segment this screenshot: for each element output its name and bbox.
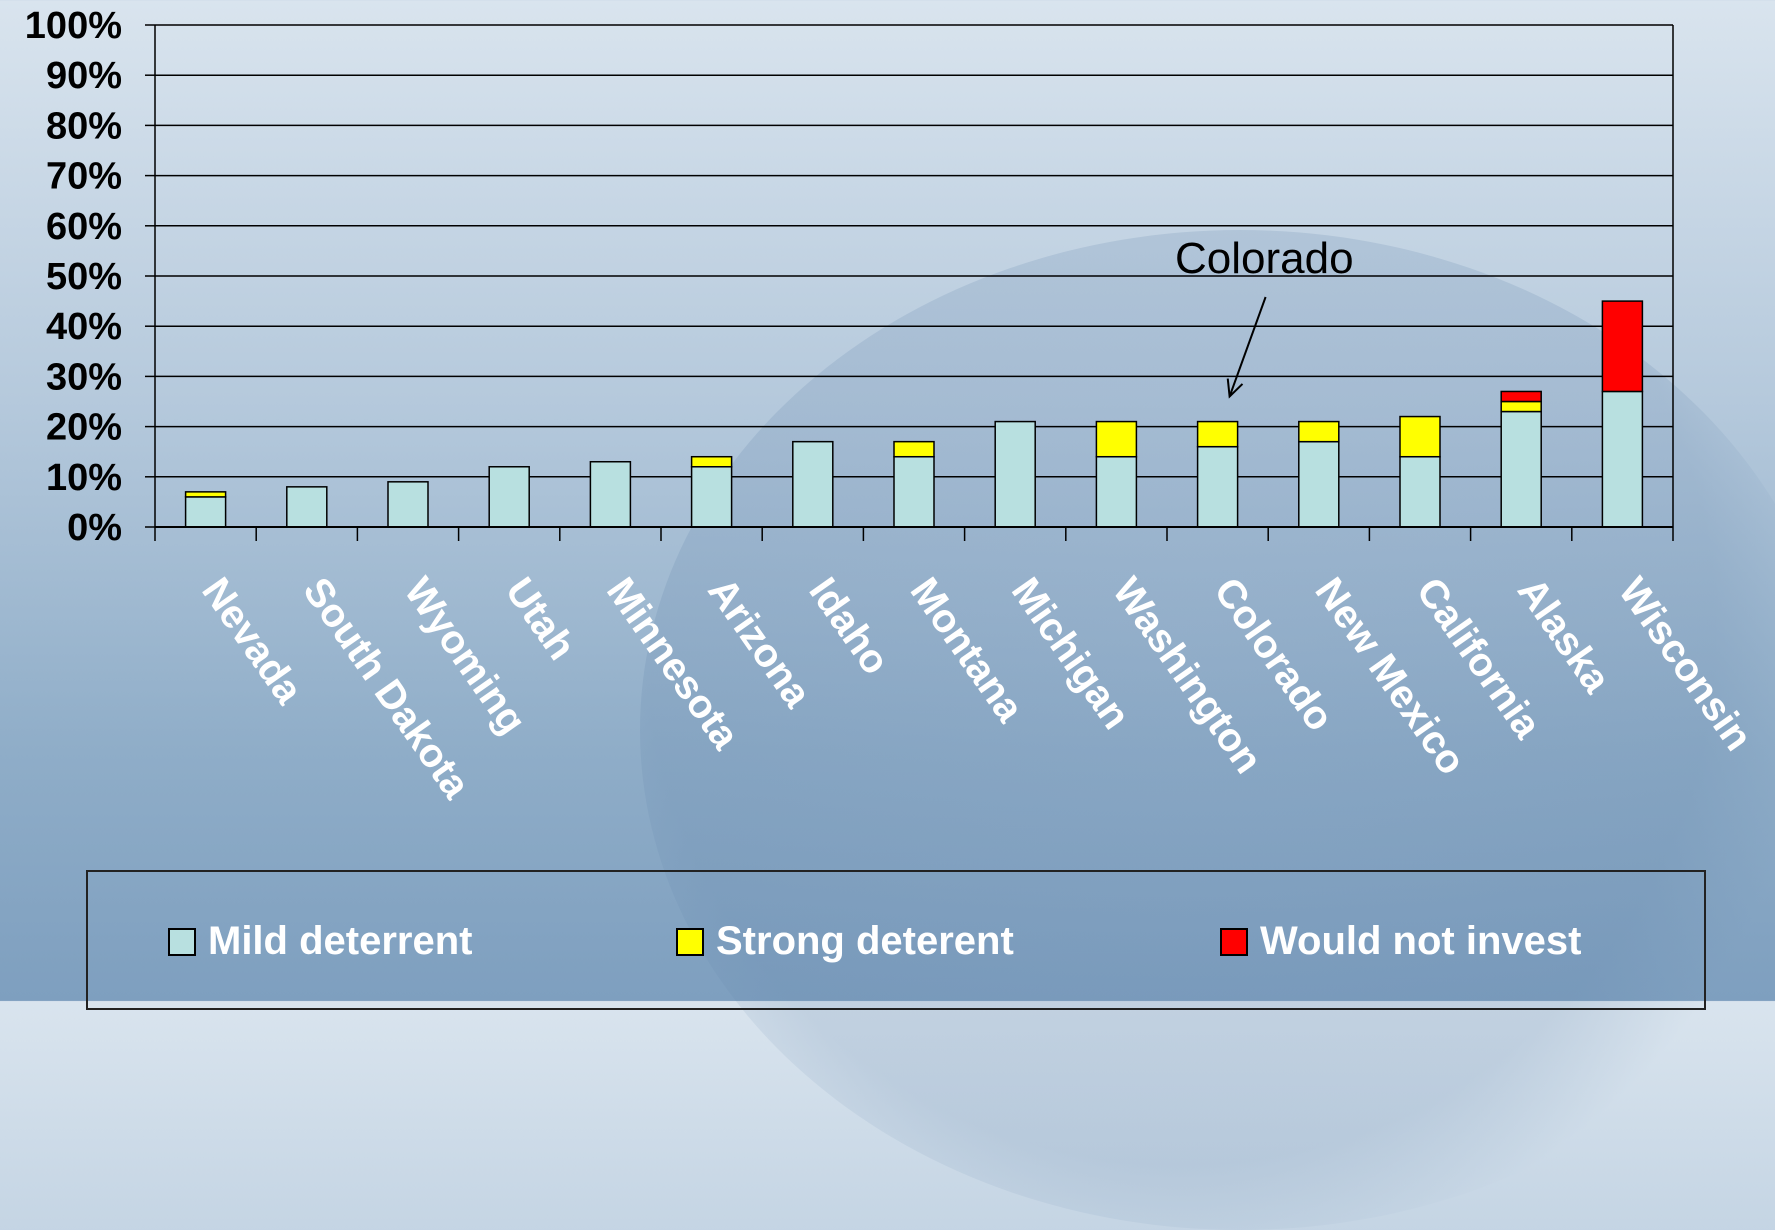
- bar-wisconsin-series-2: [1601, 300, 1644, 393]
- y-tick-label: 70%: [46, 156, 122, 198]
- bar-new-mexico-series-0: [1298, 440, 1340, 528]
- x-tick-label: Wisconsin: [1610, 570, 1761, 759]
- colorado-annotation: Colorado: [1175, 234, 1354, 399]
- x-axis: [154, 526, 1674, 541]
- bar-colorado-series-0: [1196, 445, 1239, 528]
- legend-label-strong: Strong deterent: [716, 919, 1014, 963]
- bar-california-series-0: [1399, 455, 1441, 528]
- y-tick-label: 80%: [46, 105, 122, 147]
- x-tick-label: Idaho: [800, 570, 897, 683]
- bar-alaska-series-2: [1500, 390, 1542, 403]
- legend-swatch-strong: [676, 927, 704, 956]
- bar-nevada-series-1: [184, 491, 227, 498]
- y-tick-label: 90%: [46, 55, 122, 97]
- x-tick-label: Nevada: [193, 570, 311, 712]
- x-tick-label: Alaska: [1509, 570, 1619, 702]
- legend-swatch-mild: [168, 927, 196, 956]
- bar-wyoming-series-0: [387, 481, 429, 528]
- annotation-label: Colorado: [1175, 234, 1354, 283]
- legend-item-strong: Strong deterent: [676, 919, 1014, 964]
- y-tick-label: 60%: [46, 206, 122, 248]
- bar-idaho-series-0: [792, 440, 834, 528]
- bar-arizona-series-1: [690, 455, 733, 468]
- bar-washington-series-1: [1095, 420, 1138, 458]
- bar-alaska-series-1: [1500, 400, 1542, 413]
- legend-item-mild: Mild deterrent: [168, 919, 472, 964]
- bar-colorado-series-1: [1196, 420, 1239, 448]
- legend-label-mild: Mild deterrent: [208, 919, 473, 963]
- annotation-arrow: [1228, 296, 1267, 397]
- bar-montana-series-1: [893, 440, 935, 458]
- y-tick-label: 50%: [46, 256, 122, 298]
- bar-wisconsin-series-0: [1601, 390, 1644, 528]
- annotation-arrowhead: [1226, 378, 1244, 399]
- y-tick-label: 30%: [46, 356, 122, 398]
- bar-michigan-series-0: [994, 420, 1036, 528]
- y-tick-label: 10%: [46, 457, 122, 499]
- bar-south-dakota-series-0: [286, 486, 328, 528]
- bar-california-series-1: [1399, 415, 1441, 458]
- bar-utah-series-0: [488, 466, 530, 528]
- x-tick-label: Utah: [497, 570, 584, 668]
- bar-new-mexico-series-1: [1298, 420, 1340, 443]
- y-tick-label: 40%: [46, 306, 122, 348]
- legend-swatch-would-not-invest: [1220, 927, 1248, 956]
- bar-nevada-series-0: [184, 496, 227, 528]
- legend-item-would-not-invest: Would not invest: [1220, 919, 1581, 964]
- bar-minnesota-series-0: [589, 460, 632, 528]
- y-axis-ticks: 0% 10% 20% 30% 40% 50% 60% 70% 80% 90% 100%: [25, 5, 122, 549]
- legend: Mild deterrent Strong deterent Would not…: [86, 870, 1706, 1010]
- bars: [184, 300, 1644, 528]
- y-tick-label: 20%: [46, 407, 122, 449]
- y-tick-label: 0%: [67, 507, 122, 549]
- bar-alaska-series-0: [1500, 410, 1542, 528]
- y-tick-label: 100%: [25, 5, 122, 47]
- bar-washington-series-0: [1095, 455, 1138, 528]
- stacked-bar-chart: 0% 10% 20% 30% 40% 50% 60% 70% 80% 90% 100% Nevada…: [24, 5, 1760, 807]
- bar-montana-series-0: [893, 455, 935, 528]
- legend-label-would-not-invest: Would not invest: [1260, 919, 1582, 963]
- bar-arizona-series-0: [690, 466, 733, 528]
